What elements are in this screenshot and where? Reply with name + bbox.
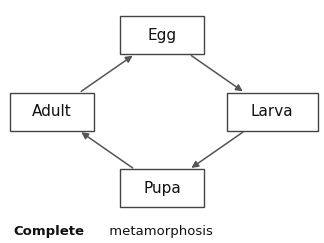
FancyBboxPatch shape [227,93,318,131]
FancyBboxPatch shape [10,93,94,131]
Text: metamorphosis: metamorphosis [105,225,213,238]
Text: Larva: Larva [251,104,294,119]
Text: Adult: Adult [32,104,72,119]
FancyBboxPatch shape [120,17,204,54]
FancyBboxPatch shape [120,170,204,207]
Text: Egg: Egg [147,28,177,43]
Text: Pupa: Pupa [143,181,181,196]
Text: Complete: Complete [13,225,84,238]
